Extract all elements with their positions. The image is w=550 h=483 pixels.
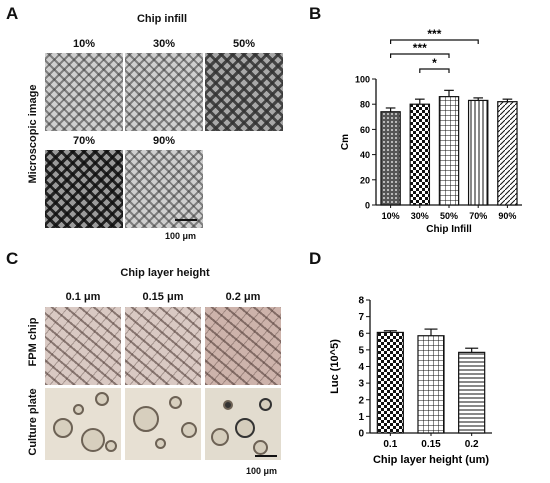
x-tick-label: 70%: [469, 211, 487, 221]
bar: [380, 111, 401, 206]
fpm-chip-image-0-2: [205, 307, 281, 385]
panel-c-title: Chip layer height: [120, 267, 210, 279]
culture-plate-image-0-1: [45, 388, 121, 460]
label-10: 10%: [72, 38, 96, 50]
bar: [376, 331, 404, 434]
significance-label: ***: [427, 27, 441, 41]
significance-bracket: [390, 39, 479, 44]
x-tick-label: 90%: [498, 211, 516, 221]
x-tick-label: 0.2: [465, 439, 479, 450]
microscopic-image-30: [125, 53, 203, 131]
panel-letter-a: A: [6, 4, 19, 23]
microscopic-image-10: [45, 53, 123, 131]
culture-plate-image-0-2: [205, 388, 281, 460]
y-tick-label: 6: [358, 329, 364, 340]
bar: [417, 335, 445, 434]
y-tick-label: 8: [358, 296, 364, 307]
panel-letter-d: D: [309, 249, 322, 268]
bar: [409, 103, 431, 206]
significance-bracket: [419, 68, 450, 73]
scale-bar-a: [175, 219, 197, 221]
label-70: 70%: [72, 135, 96, 147]
y-tick-label: 0: [365, 201, 370, 211]
label-0-15: 0.15 μm: [142, 291, 184, 303]
y-tick-label: 80: [360, 100, 370, 110]
y-tick-label: 0: [358, 429, 364, 440]
bar: [497, 101, 518, 206]
x-tick-label: 0.1: [383, 439, 397, 450]
y-tick-label: 5: [358, 345, 364, 356]
label-30: 30%: [152, 38, 176, 50]
fpm-chip-image-0-1: [45, 307, 121, 385]
chart-d: 0 1 2 3 4 5 6 7 8 0.1 0.15 0.2 Chip layer height (um…: [329, 296, 492, 466]
microscopic-image-50: [205, 53, 283, 131]
significance-label: *: [432, 56, 437, 70]
x-axis-label: Chip Infill: [426, 224, 472, 235]
bar: [438, 96, 460, 206]
panel-letter-b: B: [309, 4, 322, 23]
bar: [458, 351, 486, 434]
y-tick-label: 1: [358, 412, 364, 423]
significance-bracket: [390, 53, 450, 58]
x-tick-label: 0.15: [421, 439, 441, 450]
y-tick-label: 2: [358, 395, 364, 406]
label-0-2: 0.2 μm: [225, 291, 261, 303]
microscopic-image-70: [45, 150, 123, 228]
row-label-fpm-chip: FPM chip: [27, 317, 39, 367]
y-tick-label: 7: [358, 312, 364, 323]
panel-a-side-label: Microscopic image: [27, 84, 39, 184]
y-tick-label: 4: [358, 362, 364, 373]
culture-plate-image-0-15: [125, 388, 201, 460]
x-axis-label: Chip layer height (um): [373, 454, 489, 466]
y-axis-label: Cm: [340, 134, 351, 150]
bar: [467, 99, 489, 206]
panel-letter-c: C: [6, 249, 19, 268]
microscopic-image-90: [125, 150, 203, 228]
fpm-chip-image-0-15: [125, 307, 201, 385]
x-tick-label: 10%: [382, 211, 400, 221]
y-tick-label: 20: [360, 175, 370, 185]
y-tick-label: 3: [358, 379, 364, 390]
y-tick-label: 60: [360, 125, 370, 135]
scale-label-a: 100 μm: [165, 231, 197, 241]
y-tick-label: 100: [355, 75, 370, 85]
scale-label-c: 100 μm: [246, 466, 278, 476]
panel-a-title: Chip infill: [136, 13, 188, 25]
label-0-1: 0.1 μm: [65, 291, 101, 303]
significance-label: ***: [413, 41, 427, 55]
row-label-culture-plate: Culture plate: [27, 388, 39, 456]
label-90: 90%: [152, 135, 176, 147]
scale-bar-c: [255, 455, 277, 457]
y-tick-label: 40: [360, 150, 370, 160]
x-tick-label: 50%: [440, 211, 458, 221]
x-tick-label: 30%: [411, 211, 429, 221]
label-50: 50%: [232, 38, 256, 50]
y-axis-label: Luc (10^5): [329, 339, 341, 394]
